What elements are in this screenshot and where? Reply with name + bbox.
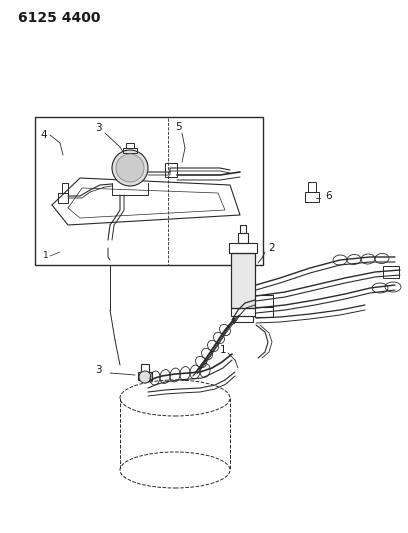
Bar (123, 148, 137, 153)
Text: 1: 1 (43, 252, 49, 261)
Text: 5: 5 (175, 122, 182, 132)
Text: 6125 4400: 6125 4400 (18, 11, 100, 25)
Bar (233, 316, 253, 322)
Text: 6: 6 (325, 191, 332, 201)
Bar (231, 253, 255, 308)
Circle shape (112, 150, 148, 186)
Bar (62, 183, 68, 193)
Text: 4: 4 (40, 130, 47, 140)
Text: 1: 1 (220, 345, 226, 355)
Text: 3: 3 (95, 123, 102, 133)
Bar (229, 243, 257, 253)
Bar (231, 308, 255, 316)
Bar (238, 233, 248, 243)
Bar (308, 182, 316, 192)
Text: 2: 2 (268, 243, 275, 253)
Text: 3: 3 (95, 365, 102, 375)
Bar (126, 143, 134, 148)
Circle shape (139, 371, 151, 383)
Bar (35, 117, 263, 265)
Bar (58, 193, 68, 203)
Bar (240, 225, 246, 233)
Bar (165, 163, 177, 177)
Bar (141, 364, 149, 372)
Bar (305, 192, 319, 202)
Circle shape (116, 154, 144, 182)
Bar (255, 295, 273, 317)
Bar (138, 372, 152, 380)
Bar (383, 266, 399, 278)
